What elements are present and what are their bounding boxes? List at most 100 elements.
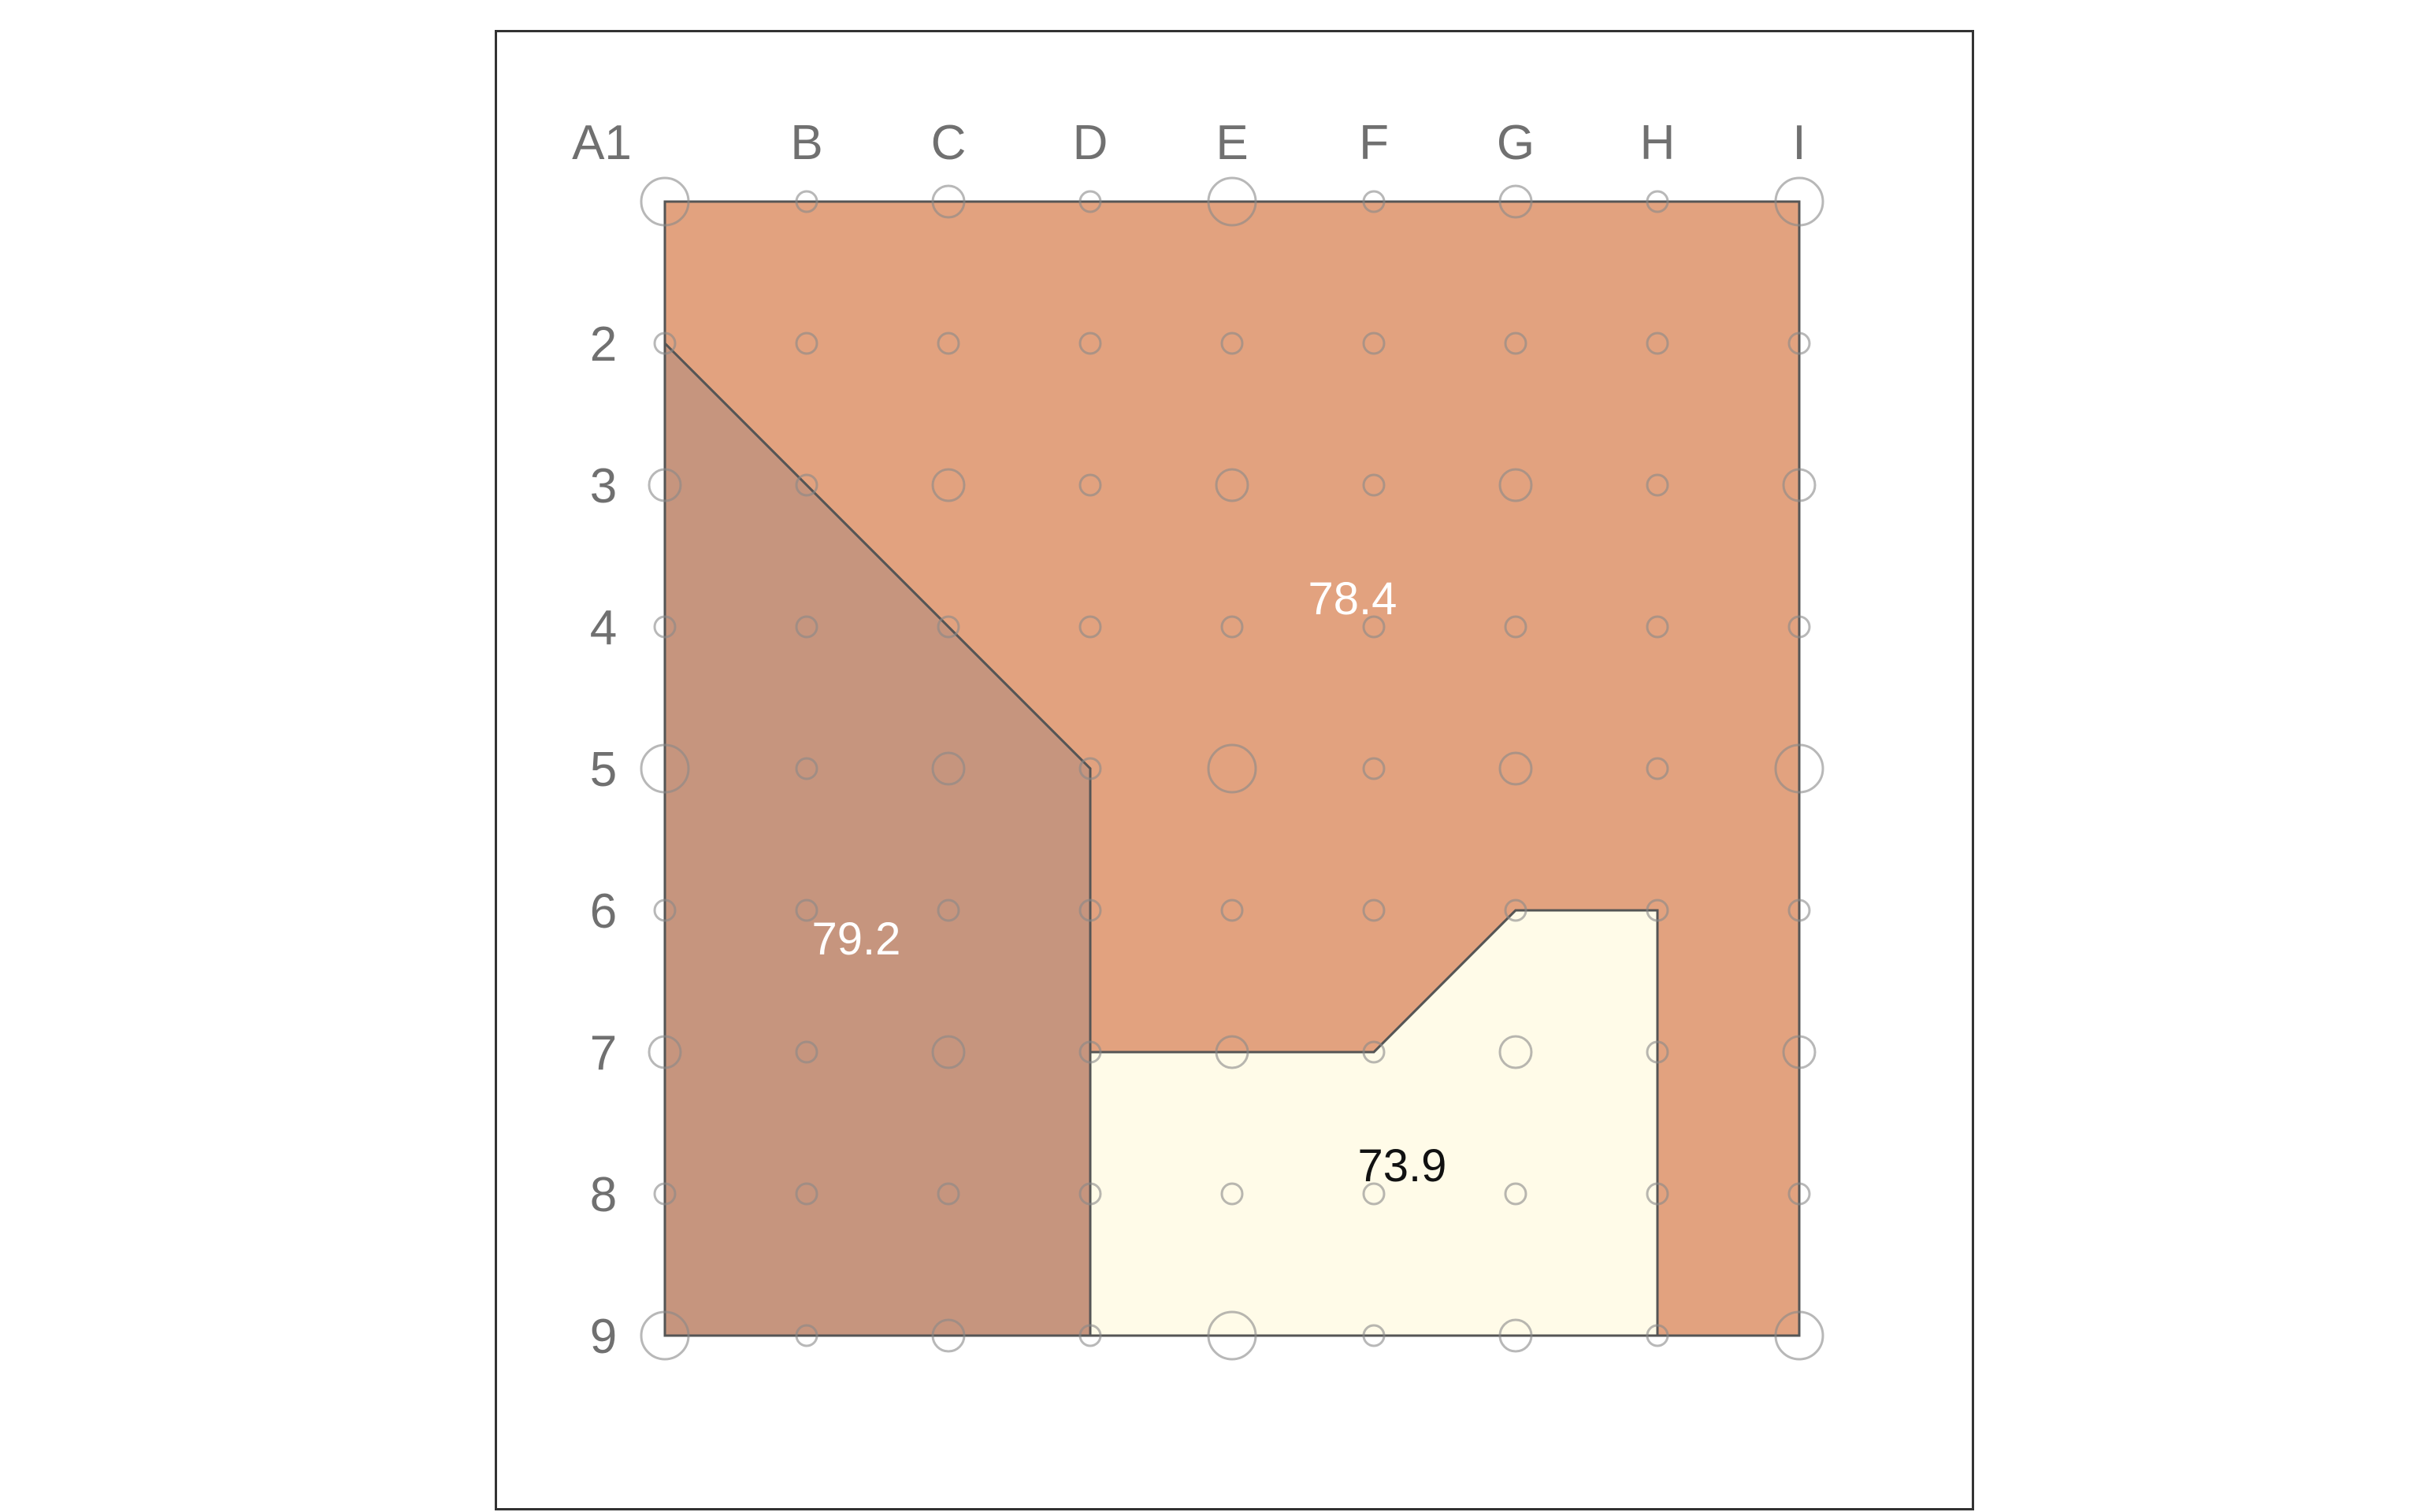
column-label: B	[790, 116, 822, 170]
grid-node	[795, 757, 818, 780]
grid-node	[1504, 1182, 1527, 1206]
grid-node	[1207, 743, 1257, 794]
grid-node	[1498, 1318, 1533, 1353]
grid-node	[1362, 899, 1386, 922]
row-label: 8	[590, 1168, 617, 1222]
grid-node	[1646, 1182, 1669, 1206]
grid-node	[1207, 1310, 1257, 1361]
grid-node	[1220, 899, 1244, 922]
row-label: 6	[590, 884, 617, 939]
grid-node	[1078, 1040, 1102, 1064]
grid-node	[795, 1040, 818, 1064]
grid-node	[1215, 1035, 1249, 1069]
grid-node	[653, 332, 677, 355]
column-label: H	[1640, 116, 1676, 170]
grid-node	[1207, 176, 1257, 227]
grid-node	[795, 899, 818, 922]
grid-node	[648, 1035, 682, 1069]
row-label: 2	[590, 317, 617, 372]
grid-node	[937, 1182, 960, 1206]
grid-node	[937, 899, 960, 922]
grid-node	[1362, 615, 1386, 639]
grid-node	[1498, 751, 1533, 786]
region-78-4-value: 78.4	[1308, 573, 1397, 624]
column-label: E	[1216, 116, 1248, 170]
grid-node	[795, 1182, 818, 1206]
column-label: A1	[572, 116, 632, 170]
grid-node	[1078, 332, 1102, 355]
column-labels: A1 B C D E F G H I	[572, 116, 1806, 170]
grid-node	[795, 1324, 818, 1347]
grid-nodes	[640, 176, 1824, 1361]
grid-node	[931, 184, 966, 219]
grid-node	[937, 615, 960, 639]
row-label: 3	[590, 459, 617, 513]
grid-node	[1215, 468, 1249, 502]
grid-node	[1078, 899, 1102, 922]
grid-node	[1782, 468, 1817, 502]
grid-node	[1362, 757, 1386, 780]
grid-node	[1774, 176, 1824, 227]
grid-node	[640, 743, 690, 794]
grid-node	[1646, 615, 1669, 639]
grid-node	[1362, 332, 1386, 355]
grid-node	[1220, 1182, 1244, 1206]
grid-node	[1078, 757, 1102, 780]
column-label: I	[1792, 116, 1806, 170]
grid-node	[931, 751, 966, 786]
grid-node	[1078, 615, 1102, 639]
region-73-9-value: 73.9	[1358, 1140, 1447, 1191]
column-label: D	[1073, 116, 1108, 170]
grid-node	[640, 176, 690, 227]
grid-node	[653, 1182, 677, 1206]
region-73-9	[1089, 909, 1659, 1337]
grid-node	[931, 1318, 966, 1353]
grid-node	[1078, 1182, 1102, 1206]
grid-node	[1646, 190, 1669, 213]
row-label: 9	[590, 1310, 617, 1364]
grid-node	[1646, 757, 1669, 780]
grid-node	[1646, 899, 1669, 922]
grid-node	[1787, 899, 1811, 922]
grid-node	[1498, 1035, 1533, 1069]
grid-node	[1220, 615, 1244, 639]
grid-node	[795, 190, 818, 213]
grid-node	[1362, 473, 1386, 497]
grid-node	[795, 615, 818, 639]
grid-node	[1774, 743, 1824, 794]
region-value-labels: 78.4 79.2 73.9	[812, 573, 1447, 1191]
column-label: G	[1497, 116, 1535, 170]
grid-node	[648, 468, 682, 502]
grid-node	[1362, 1182, 1386, 1206]
grid-node	[1646, 1324, 1669, 1347]
grid-node	[1787, 1182, 1811, 1206]
row-label: 4	[590, 601, 617, 655]
grid-node	[1078, 1324, 1102, 1347]
grid-node	[1504, 615, 1527, 639]
grid-node	[1498, 184, 1533, 219]
grid-node	[1220, 332, 1244, 355]
grid-node	[1504, 332, 1527, 355]
grid-node	[1646, 1040, 1669, 1064]
column-label: C	[931, 116, 967, 170]
grid-node	[653, 615, 677, 639]
grid-node	[1787, 615, 1811, 639]
regions-layer	[663, 200, 1801, 1337]
grid-node	[1078, 473, 1102, 497]
grid-node	[931, 1035, 966, 1069]
grid-node	[1774, 1310, 1824, 1361]
grid-node	[931, 468, 966, 502]
grid-node	[1362, 190, 1386, 213]
grid-node	[1498, 468, 1533, 502]
grid-node	[1646, 332, 1669, 355]
column-label: F	[1359, 116, 1389, 170]
grid-node	[937, 332, 960, 355]
grid-node	[653, 899, 677, 922]
grid-node	[1504, 899, 1527, 922]
row-label: 5	[590, 743, 617, 797]
row-labels: 2 3 4 5 6 7 8 9	[590, 317, 617, 1364]
grid-node	[795, 473, 818, 497]
grid-node	[640, 1310, 690, 1361]
grid-node	[1078, 190, 1102, 213]
